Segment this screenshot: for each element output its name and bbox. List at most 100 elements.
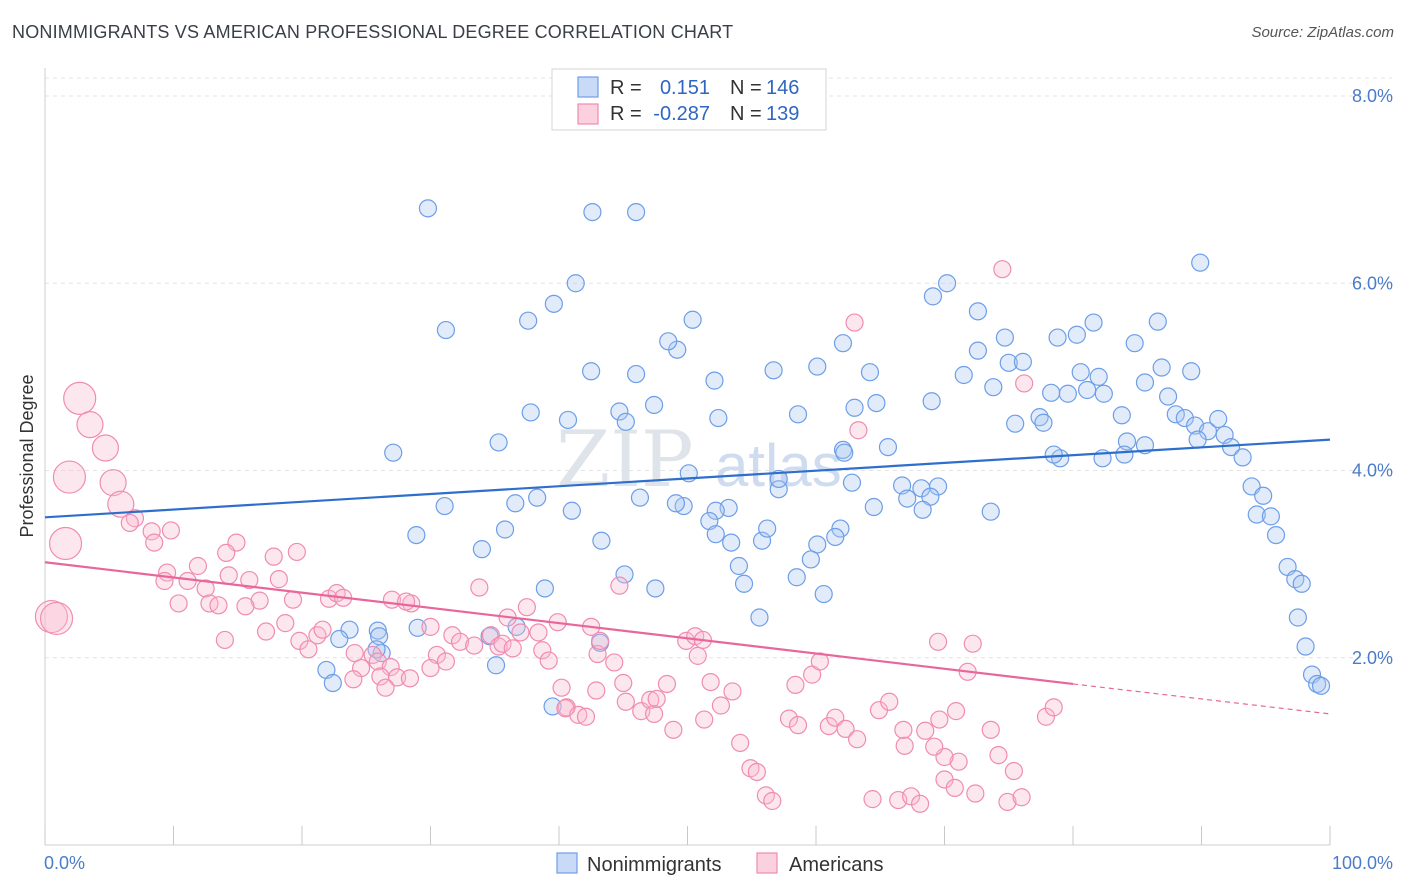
americans-point-49 bbox=[344, 670, 363, 689]
americans-point-84 bbox=[587, 681, 606, 700]
nonimmigrants-point-123 bbox=[407, 526, 426, 545]
americans-point-144 bbox=[845, 313, 864, 332]
americans-point-15 bbox=[287, 542, 306, 562]
nonimmigrants-point-75 bbox=[1084, 313, 1103, 332]
americans-point-143 bbox=[989, 746, 1008, 765]
nonimmigrants-point-76 bbox=[1125, 334, 1144, 353]
nonimmigrants-point-22 bbox=[521, 403, 540, 422]
nonimmigrants-point-68 bbox=[937, 274, 957, 293]
nonimmigrants-point-12 bbox=[764, 361, 783, 380]
americans-point-106 bbox=[779, 709, 799, 728]
americans-point-118 bbox=[916, 721, 935, 740]
americans-point-57 bbox=[436, 652, 456, 671]
americans-point-4 bbox=[99, 469, 127, 497]
nonimmigrants-point-11 bbox=[705, 371, 724, 390]
americans-point-58 bbox=[421, 658, 440, 678]
x-tick-label-0: 0.0% bbox=[44, 853, 85, 873]
nonimmigrants-point-73 bbox=[1048, 328, 1067, 347]
americans-point-122 bbox=[981, 720, 1000, 739]
americans-point-34 bbox=[215, 630, 234, 650]
legend-r-value-2: -0.287 bbox=[653, 103, 710, 125]
nonimmigrants-point-134 bbox=[330, 629, 349, 649]
legend-n-label-2: N = bbox=[730, 103, 762, 125]
americans-point-121 bbox=[966, 784, 985, 803]
nonimmigrants-point-0 bbox=[418, 199, 438, 218]
americans-point-137 bbox=[945, 778, 964, 797]
bottom-legend-americans: Americans bbox=[789, 854, 883, 876]
americans-point-101 bbox=[731, 733, 750, 753]
americans-point-135 bbox=[925, 737, 944, 756]
americans-point-29 bbox=[236, 597, 255, 616]
nonimmigrants-point-14 bbox=[833, 334, 853, 353]
americans-point-32 bbox=[276, 614, 295, 633]
nonimmigrants-point-126 bbox=[646, 579, 665, 598]
nonimmigrants-point-51 bbox=[1209, 409, 1228, 429]
americans-point-132 bbox=[894, 720, 913, 739]
americans-point-5 bbox=[107, 490, 135, 518]
americans-point-127 bbox=[946, 702, 966, 721]
legend-swatch-blue bbox=[577, 76, 599, 98]
nonimmigrants-point-3 bbox=[436, 320, 456, 340]
bottom-legend: Nonimmigrants Americans bbox=[556, 852, 883, 876]
axes bbox=[44, 68, 1331, 846]
nonimmigrants-point-104 bbox=[706, 501, 725, 520]
americans-point-130 bbox=[863, 790, 882, 809]
americans-point-30 bbox=[269, 570, 288, 589]
americans-point-23 bbox=[169, 594, 188, 613]
americans-point-68 bbox=[517, 598, 536, 617]
nonimmigrants-point-74 bbox=[1067, 325, 1086, 344]
nonimmigrants-point-45 bbox=[1166, 405, 1185, 424]
nonimmigrants-point-6 bbox=[683, 310, 702, 329]
x-tick-label-1: 100.0% bbox=[1332, 853, 1393, 873]
nonimmigrants-point-35 bbox=[1034, 413, 1053, 432]
nonimmigrants-point-144 bbox=[566, 274, 585, 293]
nonimmigrants-point-122 bbox=[435, 496, 454, 516]
nonimmigrants-point-20 bbox=[616, 412, 635, 431]
nonimmigrants-point-58 bbox=[1261, 507, 1280, 526]
nonimmigrants-point-111 bbox=[758, 519, 777, 538]
americans-point-74 bbox=[552, 678, 571, 697]
americans-point-142 bbox=[1012, 788, 1031, 807]
nonimmigrants-point-24 bbox=[384, 443, 403, 462]
nonimmigrants-point-71 bbox=[995, 328, 1014, 347]
nonimmigrants-point-8 bbox=[659, 332, 678, 351]
nonimmigrants-point-108 bbox=[706, 525, 725, 544]
americans-point-105 bbox=[763, 791, 782, 811]
legend-n-value-2: 139 bbox=[766, 103, 799, 125]
nonimmigrants-point-40 bbox=[1112, 406, 1131, 425]
nonimmigrants-point-84 bbox=[1044, 445, 1063, 464]
bottom-legend-swatch-blue bbox=[556, 852, 578, 874]
americans-point-70 bbox=[503, 639, 522, 658]
nonimmigrants-point-119 bbox=[495, 520, 515, 539]
americans-point-50 bbox=[376, 678, 395, 697]
nonimmigrants-point-67 bbox=[1311, 676, 1331, 695]
nonimmigrants-point-36 bbox=[1042, 383, 1061, 402]
legend-n-value-1: 146 bbox=[766, 77, 799, 99]
americans-point-114 bbox=[848, 730, 867, 749]
americans-point-83 bbox=[614, 673, 633, 693]
nonimmigrants-point-64 bbox=[1296, 637, 1315, 656]
nonimmigrants-point-125 bbox=[615, 565, 634, 584]
americans-point-3 bbox=[52, 460, 87, 494]
nonimmigrants-point-46 bbox=[1182, 362, 1201, 381]
nonimmigrants-point-27 bbox=[878, 437, 898, 457]
nonimmigrants-point-29 bbox=[954, 365, 973, 385]
americans-point-24 bbox=[200, 594, 219, 613]
nonimmigrants-point-50 bbox=[1188, 430, 1207, 449]
y-axis-title: Professional Degree bbox=[17, 374, 37, 537]
americans-point-103 bbox=[747, 762, 766, 782]
nonimmigrants-point-97 bbox=[808, 535, 827, 554]
nonimmigrants-point-16 bbox=[845, 398, 864, 417]
nonimmigrants-point-10 bbox=[626, 364, 646, 384]
bottom-legend-swatch-pink bbox=[756, 852, 778, 874]
nonimmigrants-point-28 bbox=[922, 392, 941, 411]
americans-point-56 bbox=[427, 645, 447, 665]
americans-point-107 bbox=[786, 675, 805, 695]
americans-point-25 bbox=[209, 596, 228, 615]
americans-point-54 bbox=[396, 592, 416, 611]
nonimmigrants-point-124 bbox=[592, 531, 611, 550]
trend-lines bbox=[44, 438, 1331, 715]
nonimmigrants-point-62 bbox=[1292, 574, 1311, 593]
nonimmigrants-point-5 bbox=[544, 294, 563, 313]
nonimmigrants-point-98 bbox=[801, 550, 820, 569]
